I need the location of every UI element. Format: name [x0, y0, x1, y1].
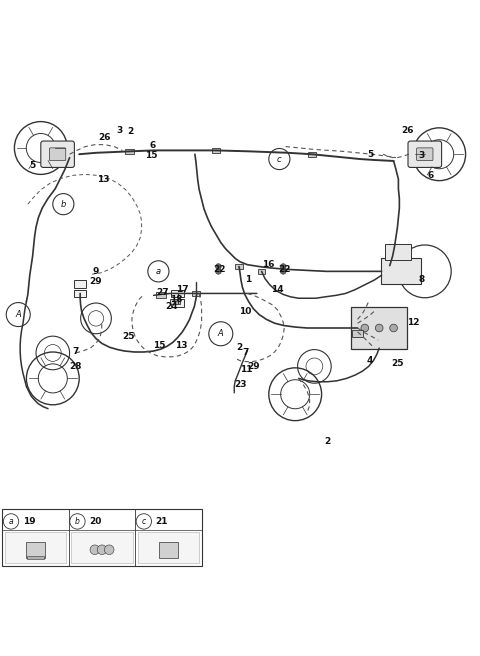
Text: c: c [142, 517, 146, 526]
Bar [352, 331, 363, 337]
Bar [308, 152, 316, 157]
Text: 18: 18 [170, 295, 183, 304]
Text: 25: 25 [391, 359, 404, 369]
Bar [138, 532, 199, 564]
FancyBboxPatch shape [74, 280, 86, 288]
Circle shape [361, 324, 369, 332]
FancyBboxPatch shape [351, 308, 407, 348]
Text: 6: 6 [149, 141, 156, 150]
Bar [125, 149, 134, 154]
Text: 23: 23 [235, 380, 247, 389]
Text: b: b [75, 517, 80, 526]
Text: A: A [218, 329, 224, 338]
FancyBboxPatch shape [381, 258, 421, 284]
Text: 26: 26 [98, 133, 111, 142]
Circle shape [280, 268, 286, 274]
Text: 2: 2 [236, 342, 242, 352]
Text: c: c [277, 155, 282, 163]
Text: 29: 29 [90, 277, 102, 286]
Text: 7: 7 [72, 346, 79, 356]
Text: 9: 9 [93, 267, 99, 276]
Text: A: A [15, 310, 21, 319]
Text: 11: 11 [240, 365, 253, 375]
Bar [170, 298, 180, 304]
Circle shape [375, 324, 383, 332]
Text: 8: 8 [418, 275, 425, 283]
Text: 4: 4 [366, 356, 373, 365]
Text: 15: 15 [145, 151, 157, 159]
Text: 20: 20 [89, 517, 101, 526]
Text: 2: 2 [127, 127, 134, 136]
Text: 14: 14 [271, 285, 284, 294]
Text: 24: 24 [166, 302, 178, 312]
Text: 27: 27 [156, 288, 168, 297]
Text: 6: 6 [428, 171, 434, 180]
Text: 25: 25 [122, 332, 135, 341]
Text: 29: 29 [247, 362, 260, 371]
Text: a: a [9, 517, 13, 526]
Bar [212, 148, 220, 153]
FancyBboxPatch shape [26, 542, 45, 558]
Text: 3: 3 [116, 126, 122, 134]
FancyBboxPatch shape [159, 542, 178, 558]
Bar [192, 291, 200, 296]
Text: 1: 1 [245, 275, 252, 284]
Circle shape [105, 545, 114, 554]
Text: 28: 28 [70, 362, 82, 371]
Text: 7: 7 [242, 348, 249, 358]
FancyBboxPatch shape [408, 141, 442, 167]
Bar [235, 264, 243, 269]
Text: 10: 10 [239, 307, 251, 316]
Text: 22: 22 [278, 265, 290, 274]
Circle shape [97, 545, 107, 554]
Circle shape [90, 545, 100, 554]
Bar [71, 532, 133, 564]
Text: a: a [156, 267, 161, 276]
Bar [258, 269, 265, 274]
Text: 16: 16 [262, 260, 274, 269]
Text: 19: 19 [23, 517, 35, 526]
FancyBboxPatch shape [49, 148, 66, 161]
FancyBboxPatch shape [171, 299, 184, 307]
Circle shape [216, 264, 221, 270]
FancyBboxPatch shape [171, 289, 184, 297]
Bar [156, 293, 166, 298]
Text: 17: 17 [176, 285, 189, 294]
FancyBboxPatch shape [417, 148, 433, 161]
FancyBboxPatch shape [385, 244, 411, 260]
Bar [2, 509, 202, 565]
Text: 15: 15 [153, 340, 166, 350]
Bar [27, 556, 44, 560]
Text: 22: 22 [214, 265, 226, 274]
Bar [5, 532, 66, 564]
FancyBboxPatch shape [41, 141, 74, 167]
Text: 13: 13 [97, 174, 109, 184]
Text: b: b [60, 199, 66, 209]
Text: 26: 26 [401, 126, 413, 134]
Circle shape [216, 268, 221, 274]
Text: 5: 5 [29, 161, 36, 171]
Text: 3: 3 [418, 151, 425, 159]
Circle shape [390, 324, 397, 332]
Circle shape [280, 264, 286, 270]
Text: 2: 2 [324, 438, 331, 446]
Text: 21: 21 [156, 517, 168, 526]
Text: 5: 5 [367, 150, 374, 159]
Text: 12: 12 [408, 318, 420, 327]
Text: 13: 13 [175, 340, 188, 350]
FancyBboxPatch shape [74, 289, 86, 297]
